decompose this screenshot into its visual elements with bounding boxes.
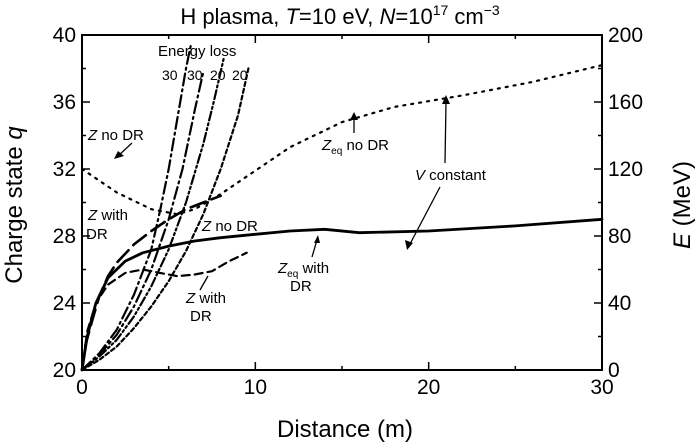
label-zeq-no-dr: Zeq no DR [321,137,389,157]
energy-num-4: 20 [232,67,248,83]
y-right-tick-label: 0 [608,359,620,382]
series-line-energy-loss-30-z-with-dr [80,70,205,372]
label-z-with-dr-top: Z with [87,207,128,224]
y-axis-left-title: Charge state q [1,126,28,284]
arrowhead-v-constant-up [442,95,450,104]
label-v-constant: V constant [415,167,487,184]
x-tick-label: 20 [417,376,440,399]
series-line-energy-loss-20-z-with-dr [80,55,226,372]
x-tick-label: 30 [590,376,613,399]
label-zeq-with-dr: Zeq with [277,260,329,280]
y-axis-right-title: E (MeV) [669,161,696,249]
label-dr-1: DR [86,226,108,243]
y-left-tick-label: 24 [53,292,77,315]
series-line-z-with-dr [80,251,248,372]
x-tick-label: 10 [244,376,267,399]
arrow-v-constant-down [409,186,441,245]
label-z-with-dr-bot: Z with [185,290,226,307]
series-layer [80,42,604,372]
arrowhead-v-constant-down [405,240,413,250]
arrowhead-z-no-dr-top [114,151,124,159]
chart-title: H plasma, T=10 eV, N=1017 cm−3 [180,2,500,29]
x-axis-title: Distance (m) [277,416,413,443]
series-line-zeq-with-dr [80,217,604,372]
series-line-energy-loss-20-zeq [80,67,250,372]
y-left-tick-label: 20 [53,359,76,382]
energy-num-3: 20 [210,67,226,83]
energy-loss-label: Energy loss [158,43,236,60]
series-line-zeq-no-dr [80,63,604,216]
label-z-no-dr-mid: Z no DR [201,218,258,235]
series-line-energy-loss-30-z-no-dr [80,42,193,372]
y-left-tick-label: 28 [53,225,76,248]
arrowhead-zeq-with-dr [314,235,320,243]
energy-num-1: 30 [162,67,178,83]
arrow-v-constant-up [444,101,447,164]
label-dr-3: DR [290,278,312,295]
y-right-tick-label: 80 [608,225,631,248]
y-right-tick-label: 200 [608,24,643,47]
x-tick-label: 0 [76,376,88,399]
y-right-tick-label: 40 [608,292,631,315]
plot-frame [81,34,603,371]
arrowhead-zeq-no-dr [350,112,358,120]
y-right-tick-label: 160 [608,91,643,114]
y-left-tick-label: 36 [53,91,76,114]
y-left-tick-label: 40 [53,24,76,47]
label-dr-2: DR [190,308,212,325]
y-right-tick-label: 120 [608,158,643,181]
energy-num-2: 30 [187,67,203,83]
y-left-tick-label: 32 [53,158,76,181]
annotations: Energy loss 30 30 20 20 Z no DR Z with D… [86,43,487,325]
axis-ticks: 0 10 20 30 20 24 28 32 36 40 0 40 80 120 160 200 [53,24,643,399]
label-z-no-dr-top: Z no DR [87,127,144,144]
arrow-z-with-dr-bot [199,275,209,291]
